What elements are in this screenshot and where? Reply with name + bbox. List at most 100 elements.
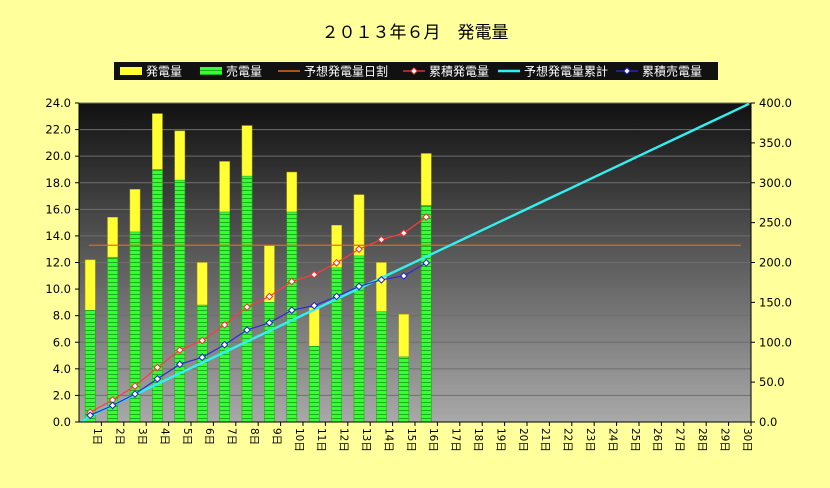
right-tick-label: 250.0 bbox=[759, 216, 792, 230]
x-tick-label: 24日 bbox=[606, 428, 618, 452]
cumulative-generation-point bbox=[243, 303, 251, 311]
sold-bar bbox=[286, 211, 298, 423]
left-tick-label: 10.0 bbox=[45, 282, 71, 296]
x-tick-label: 22日 bbox=[562, 428, 574, 452]
cumulative-sold-point bbox=[86, 411, 95, 420]
cumulative-generation-point bbox=[131, 382, 139, 390]
x-tick-label: 29日 bbox=[718, 428, 730, 452]
left-tick-label: 8.0 bbox=[53, 309, 71, 323]
sold-bar bbox=[84, 310, 96, 423]
cumulative-sold-point bbox=[399, 271, 408, 280]
cumulative-sold-point bbox=[243, 326, 251, 334]
right-tick-label: 150.0 bbox=[759, 295, 792, 309]
sold-bar bbox=[241, 175, 253, 423]
x-tick-label: 7日 bbox=[226, 428, 238, 445]
right-tick-label: 400.0 bbox=[759, 96, 792, 110]
x-tick-label: 1日 bbox=[91, 428, 103, 445]
axes: 0.0 2.0 4.0 6.0 8.0 10.0 12.0 14.0 16.0 18.0 20.0 2… bbox=[45, 96, 792, 452]
left-tick-label: 14.0 bbox=[45, 229, 71, 243]
cumulative-sold-point bbox=[153, 374, 162, 383]
right-tick-label: 0.0 bbox=[759, 415, 777, 429]
cumulative-generation-point bbox=[355, 245, 363, 254]
x-tick-label: 23日 bbox=[584, 428, 596, 452]
x-tick-label: 5日 bbox=[181, 428, 193, 445]
x-tick-label: 13日 bbox=[360, 428, 372, 452]
right-tick-label: 300.0 bbox=[759, 176, 792, 190]
forecast-cumulative-line bbox=[80, 102, 750, 424]
cumulative-sold-point bbox=[355, 282, 363, 291]
left-tick-label: 2.0 bbox=[53, 388, 71, 402]
x-tick-label: 2日 bbox=[114, 428, 126, 445]
gridlines bbox=[79, 102, 751, 396]
x-tick-label: 19日 bbox=[494, 428, 506, 452]
x-tick-label: 4日 bbox=[158, 428, 170, 445]
right-tick-label: 200.0 bbox=[759, 256, 792, 270]
legend-symbol bbox=[623, 67, 631, 75]
x-tick-label: 21日 bbox=[539, 428, 551, 452]
x-tick-label: 14日 bbox=[382, 428, 394, 452]
x-tick-label: 12日 bbox=[338, 428, 350, 452]
sold-bar bbox=[376, 311, 387, 423]
cumulative-generation-line bbox=[89, 216, 427, 413]
x-tick-label: 9日 bbox=[270, 428, 282, 445]
x-tick-label: 18日 bbox=[472, 428, 484, 452]
x-tick-label: 27日 bbox=[674, 428, 686, 452]
right-tick-label: 50.0 bbox=[759, 375, 785, 389]
cumulative-sold-point bbox=[108, 401, 117, 410]
sold-bar bbox=[308, 345, 320, 423]
cumulative-sold-point bbox=[422, 258, 431, 267]
cumulative-sold-point bbox=[131, 390, 139, 398]
cumulative-sold-point bbox=[377, 275, 386, 284]
left-tick-label: 12.0 bbox=[45, 256, 71, 270]
cumulative-generation-point bbox=[265, 292, 274, 301]
cumulative-sold-line bbox=[89, 262, 427, 416]
legend-label: 予想発電量日割 bbox=[304, 64, 388, 79]
sold-bar bbox=[353, 255, 365, 423]
x-tick-label: 6日 bbox=[203, 428, 215, 445]
sold-bar bbox=[331, 267, 342, 423]
sold-bar bbox=[219, 211, 230, 423]
lines bbox=[80, 102, 750, 424]
cumulative-generation-point bbox=[310, 270, 319, 279]
legend-symbol bbox=[120, 67, 142, 75]
x-tick-label: 20日 bbox=[517, 428, 529, 452]
left-tick-label: 6.0 bbox=[53, 335, 71, 349]
cumulative-sold-point bbox=[198, 353, 207, 362]
sold-bar bbox=[420, 205, 432, 423]
left-tick-label: 4.0 bbox=[53, 362, 71, 376]
legend-symbol bbox=[410, 67, 418, 75]
cumulative-generation-point bbox=[198, 336, 207, 345]
cumulative-sold-point bbox=[332, 292, 341, 301]
cumulative-sold-point bbox=[175, 360, 184, 369]
sold-bar bbox=[174, 179, 186, 423]
legend-label: 累積発電量 bbox=[429, 64, 489, 79]
x-tick-label: 8日 bbox=[248, 428, 260, 445]
left-tick-label: 16.0 bbox=[45, 202, 71, 216]
right-tick-label: 350.0 bbox=[759, 136, 792, 150]
left-tick-label: 24.0 bbox=[45, 96, 71, 110]
legend-label: 予想発電量累計 bbox=[524, 64, 608, 79]
legend-label: 累積売電量 bbox=[642, 64, 702, 79]
cumulative-sold-point bbox=[310, 301, 319, 310]
legend-label: 発電量 bbox=[146, 65, 182, 79]
left-tick-label: 20.0 bbox=[45, 149, 71, 163]
cumulative-sold-point bbox=[287, 306, 296, 315]
cumulative-sold-point bbox=[265, 318, 274, 327]
legend: 発電量 売電量 予想発電量日割 累積発電量 予想発電量累計 累積売電量 bbox=[114, 62, 718, 80]
cumulative-generation-point bbox=[422, 213, 431, 221]
x-tick-label: 30日 bbox=[741, 428, 753, 452]
cumulative-generation-point bbox=[332, 258, 341, 267]
cumulative-generation-point bbox=[153, 363, 162, 372]
cumulative-generation-point bbox=[287, 277, 296, 286]
x-tick-label: 25日 bbox=[629, 428, 641, 452]
left-tick-label: 0.0 bbox=[53, 415, 71, 429]
x-tick-label: 10日 bbox=[293, 428, 305, 452]
left-tick-label: 18.0 bbox=[45, 176, 71, 190]
x-tick-label: 28日 bbox=[696, 428, 708, 452]
x-tick-label: 11日 bbox=[315, 428, 327, 452]
left-tick-label: 22.0 bbox=[45, 123, 71, 137]
x-tick-label: 17日 bbox=[450, 428, 462, 452]
chart-title: ２０１３年６月 発電量 bbox=[322, 23, 509, 43]
cumulative-generation-point bbox=[399, 229, 408, 238]
